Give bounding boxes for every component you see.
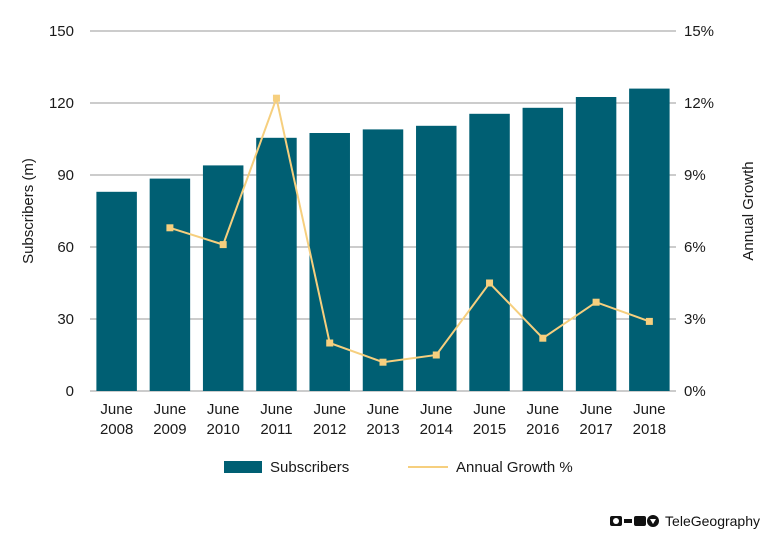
- bar: [469, 113, 510, 392]
- y-axis-title-right: Annual Growth: [740, 161, 757, 260]
- bar: [362, 129, 404, 391]
- x-tick-label: June 2018: [633, 401, 666, 438]
- legend-swatch-subscribers: [224, 461, 262, 473]
- telegeography-logo-icon: [610, 515, 660, 527]
- y-tick-label-right: 6%: [684, 239, 706, 256]
- bar: [416, 125, 457, 392]
- y-tick-label-right: 12%: [684, 95, 714, 112]
- y-tick-label-right: 9%: [684, 167, 706, 184]
- growth-point: [379, 358, 387, 366]
- x-tick-label: June 2010: [206, 401, 239, 438]
- right-axis-ticks: 0% 3% 6% 9% 12% 15%: [684, 23, 714, 400]
- growth-point: [486, 279, 494, 287]
- y-tick-label-left: 30: [57, 311, 74, 328]
- bar: [149, 178, 191, 391]
- growth-point: [166, 224, 174, 232]
- x-tick-label: June 2013: [366, 401, 399, 438]
- x-tick-label: June 2015: [473, 401, 506, 438]
- y-tick-label-right: 0%: [684, 383, 706, 400]
- growth-line-path: [169, 94, 650, 364]
- growth-point: [539, 334, 547, 342]
- bars: [96, 88, 670, 392]
- growth-point: [592, 298, 600, 306]
- growth-point: [219, 241, 227, 249]
- y-tick-label-right: 3%: [684, 311, 706, 328]
- y-tick-label-left: 150: [49, 23, 74, 40]
- brand-logo: TeleGeography: [609, 513, 760, 529]
- growth-point: [645, 317, 653, 325]
- x-tick-label: June 2017: [579, 401, 612, 438]
- x-axis-ticks: June 2008 June 2009 June 2010 June 2011 June 2012…: [100, 401, 666, 438]
- x-tick-label: June 2012: [313, 401, 346, 438]
- growth-line: [166, 94, 653, 366]
- legend: Subscribers Annual Growth %: [224, 459, 573, 476]
- x-tick-label: June 2009: [153, 401, 186, 438]
- y-tick-label-left: 120: [49, 95, 74, 112]
- bar: [629, 88, 670, 391]
- x-tick-label: June 2014: [420, 401, 453, 438]
- y-tick-label-left: 60: [57, 239, 74, 256]
- x-tick-label: June 2016: [526, 401, 559, 438]
- growth-point: [272, 94, 280, 102]
- bar: [522, 107, 564, 392]
- y-tick-label-left: 0: [66, 383, 74, 400]
- x-tick-label: June 2008: [100, 401, 133, 438]
- bar: [309, 133, 350, 391]
- legend-label-growth: Annual Growth %: [456, 459, 573, 476]
- y-tick-label-left: 90: [57, 167, 74, 184]
- bar: [202, 165, 244, 391]
- growth-point: [432, 351, 440, 359]
- legend-label-subscribers: Subscribers: [270, 459, 349, 476]
- left-axis-ticks: 0 30 60 90 120 150: [49, 23, 74, 400]
- growth-point: [326, 339, 334, 347]
- y-axis-title-left: Subscribers (m): [20, 158, 37, 264]
- bar: [575, 97, 617, 391]
- x-tick-label: June 2011: [260, 401, 293, 438]
- brand-name: TeleGeography: [665, 513, 760, 529]
- y-tick-label-right: 15%: [684, 23, 714, 40]
- bar: [96, 191, 137, 391]
- bar: [256, 137, 297, 391]
